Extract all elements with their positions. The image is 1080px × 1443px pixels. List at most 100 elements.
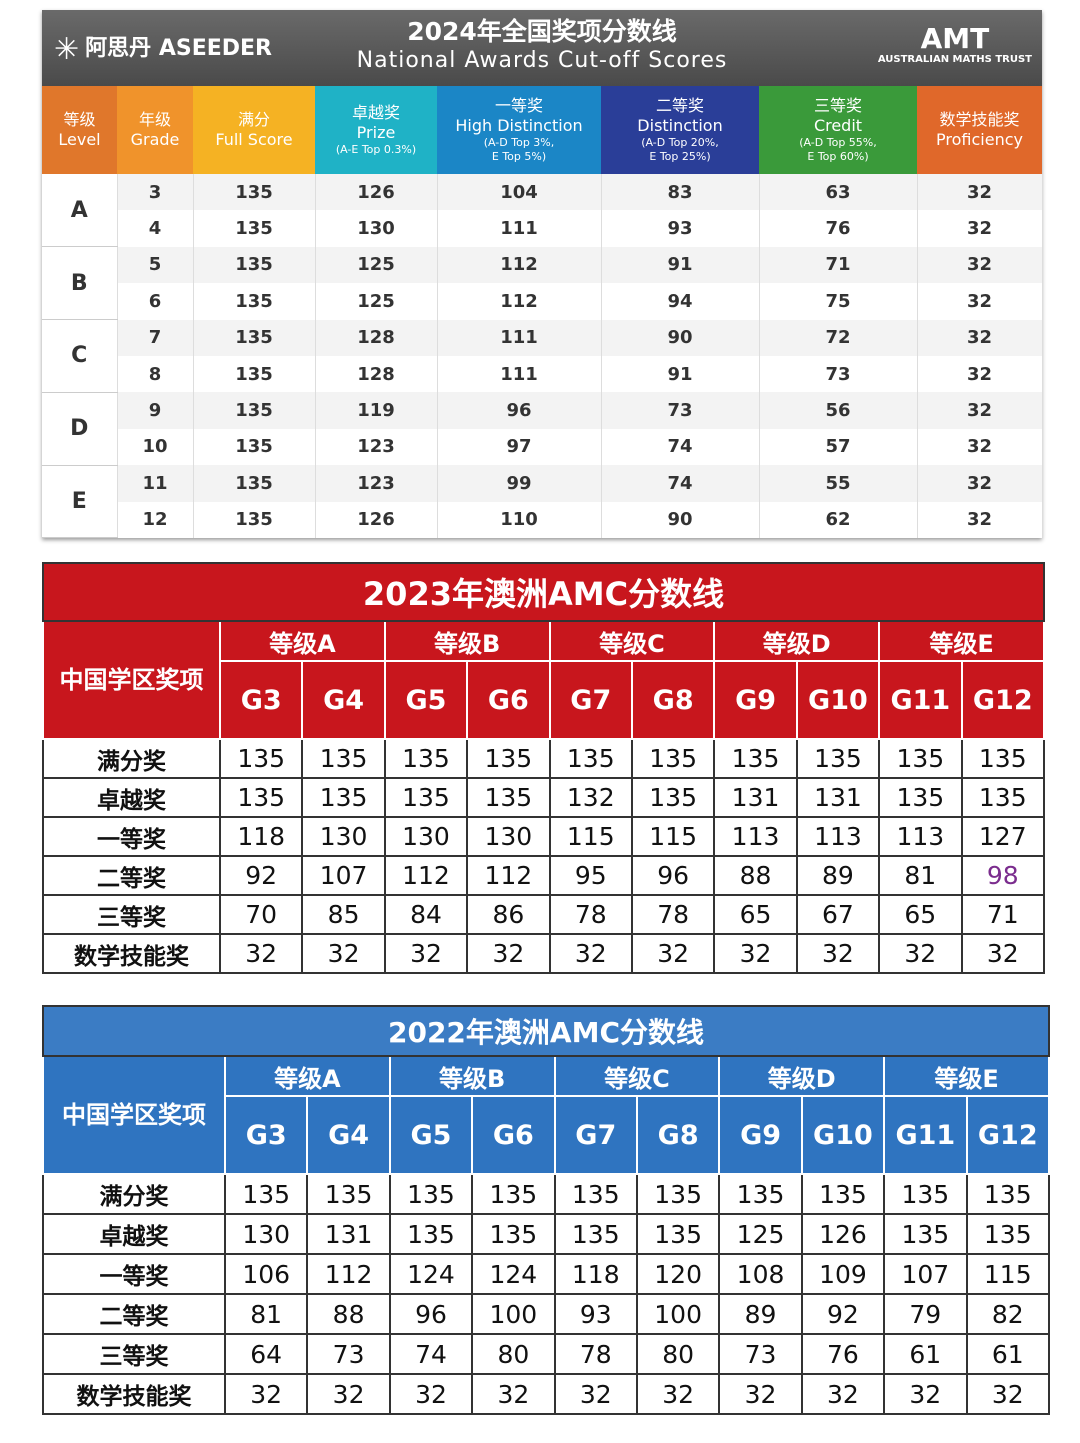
cell: 125 xyxy=(315,246,438,284)
cell: 65 xyxy=(878,894,963,935)
cell: 135 xyxy=(960,777,1046,818)
cell: 130 xyxy=(383,816,469,857)
cell: 11 xyxy=(117,465,194,502)
grade: G10 xyxy=(795,660,881,740)
cell: 73 xyxy=(759,355,918,393)
cell: 73 xyxy=(718,1333,803,1375)
grade: G5 xyxy=(383,660,469,740)
cell: 124 xyxy=(471,1253,556,1295)
cell: 111 xyxy=(437,210,602,247)
row: 数学技能奖 32 32 32 32 32 32 32 32 32 32 xyxy=(42,933,1046,974)
cell: 115 xyxy=(965,1253,1051,1295)
cell: 107 xyxy=(883,1253,968,1295)
cell: 32 xyxy=(383,933,469,974)
cell: 135 xyxy=(193,428,316,466)
cell: 126 xyxy=(315,501,438,538)
level: 等级B xyxy=(383,620,551,662)
cell: 32 xyxy=(800,1373,886,1415)
cell: 83 xyxy=(601,174,760,211)
cell: 135 xyxy=(193,392,316,429)
cell: 86 xyxy=(466,894,551,935)
cell: 32 xyxy=(223,1373,309,1415)
cell: 32 xyxy=(965,1373,1051,1415)
cell: 113 xyxy=(713,816,798,857)
cell: 82 xyxy=(965,1293,1051,1335)
header-line: Prize xyxy=(356,123,396,142)
cell: 76 xyxy=(800,1333,886,1375)
cell: 130 xyxy=(301,816,386,857)
row-label: 卓越奖 xyxy=(42,777,221,818)
header-line: High Distinction xyxy=(455,116,583,135)
row-label: 满分奖 xyxy=(42,738,221,779)
row: 卓越奖 130 131 135 135 135 135 125 126 135 135 xyxy=(42,1213,1051,1255)
cell: 32 xyxy=(917,174,1043,211)
cell: 7 xyxy=(117,319,194,356)
partner: AMT AUSTRALIAN MATHS TRUST xyxy=(878,22,1032,66)
cell: 130 xyxy=(223,1213,309,1255)
cell: 135 xyxy=(301,738,386,779)
grade-row: G3 G4 G5 G6 G7 G8 G9 G10 G11 G12 xyxy=(43,660,1046,740)
cell: 135 xyxy=(883,1213,968,1255)
cell: 135 xyxy=(193,283,316,320)
cell: 135 xyxy=(800,1173,886,1215)
grade: G6 xyxy=(466,660,551,740)
level: E xyxy=(42,465,118,539)
level-row: 中国学区奖项 等级A 等级B 等级C 等级D 等级E xyxy=(42,620,1045,740)
brand-cn: 阿思丹 xyxy=(85,36,152,61)
row-label: 一等奖 xyxy=(42,816,221,857)
banner: ✳ 阿思丹 ASEEDER 2024年全国奖项分数线 National Award… xyxy=(42,10,1042,86)
cell: 32 xyxy=(630,933,716,974)
cell: 135 xyxy=(960,738,1046,779)
cell: 89 xyxy=(718,1293,803,1335)
cell: 135 xyxy=(383,777,469,818)
header-line: Distinction xyxy=(637,116,723,135)
table: 等级 Level 年级 Grade 满分 Full Score 卓越奖 Prize (A-E T… xyxy=(42,86,1043,539)
cell: 67 xyxy=(795,894,881,935)
header-note: E Top 25%) xyxy=(649,150,711,163)
cell: 135 xyxy=(635,1213,721,1255)
cell: 32 xyxy=(795,933,881,974)
cell: 32 xyxy=(713,933,798,974)
cell: 128 xyxy=(315,319,438,356)
row: 4 135 130 111 93 76 32 xyxy=(42,210,1043,247)
column-header: 满分 Full Score xyxy=(193,86,315,174)
level: 等级B xyxy=(388,1055,556,1097)
title: 2024年全国奖项分数线 xyxy=(407,17,677,46)
cell: 132 xyxy=(548,777,633,818)
cell: 32 xyxy=(917,355,1043,393)
cell: 135 xyxy=(388,1213,474,1255)
cell: 91 xyxy=(601,246,760,284)
level: C xyxy=(42,319,118,393)
row: D 9 135 119 96 73 56 32 xyxy=(42,392,1043,466)
header-note: (A-E Top 0.3%) xyxy=(335,143,417,156)
header-line: 二等奖 xyxy=(655,96,704,115)
table: 2022年澳洲AMC分数线 中国学区奖项 等级A 等级B 等级C 等级D 等级E G3 G4 G5… xyxy=(42,1005,1051,1415)
cell: 135 xyxy=(193,174,316,211)
partner-name: AMT xyxy=(920,22,990,55)
row: B 5 135 125 112 91 71 32 xyxy=(42,246,1043,321)
cell: 113 xyxy=(795,816,881,857)
grade: G9 xyxy=(713,660,798,740)
cell: 135 xyxy=(795,738,881,779)
row-label: 一等奖 xyxy=(42,1253,226,1295)
brand-en: ASEEDER xyxy=(158,36,272,61)
cell: 112 xyxy=(466,855,551,896)
row: 8 135 128 111 91 73 32 xyxy=(42,355,1043,393)
cell: 135 xyxy=(713,738,798,779)
cell: 85 xyxy=(301,894,386,935)
cell: 124 xyxy=(388,1253,474,1295)
header-note: (A-D Top 3%, xyxy=(483,136,555,149)
level-row: 中国学区奖项 等级A 等级B 等级C 等级D 等级E xyxy=(42,1055,1050,1175)
grade: G3 xyxy=(223,1095,309,1175)
column-header: 卓越奖 Prize (A-E Top 0.3%) xyxy=(315,86,437,174)
row: E 11 135 123 99 74 55 32 xyxy=(42,465,1043,539)
cell: 118 xyxy=(553,1253,638,1295)
column-header: 年级 Grade xyxy=(117,86,193,174)
cell: 125 xyxy=(315,283,438,320)
grade: G7 xyxy=(553,1095,638,1175)
corner: 中国学区奖项 xyxy=(42,1055,226,1175)
cell: 90 xyxy=(601,501,760,538)
cell: 9 xyxy=(117,392,194,429)
grade: G4 xyxy=(301,660,386,740)
cell: 32 xyxy=(466,933,551,974)
